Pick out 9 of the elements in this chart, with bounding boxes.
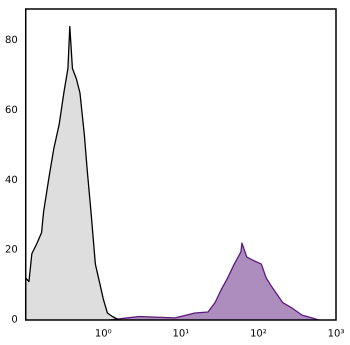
y-tick-label: 20 [4, 244, 18, 256]
y-tick-label: 40 [4, 174, 18, 186]
y-tick-label: 0 [11, 314, 18, 326]
y-tick-label: 80 [4, 35, 18, 46]
x-tick-label: 10³ [328, 328, 344, 340]
x-tick-label: 10¹ [172, 328, 190, 340]
x-tick-label: 10² [250, 328, 267, 340]
y-tick-label: 60 [4, 104, 18, 116]
x-tick-label: 10⁰ [94, 328, 112, 340]
